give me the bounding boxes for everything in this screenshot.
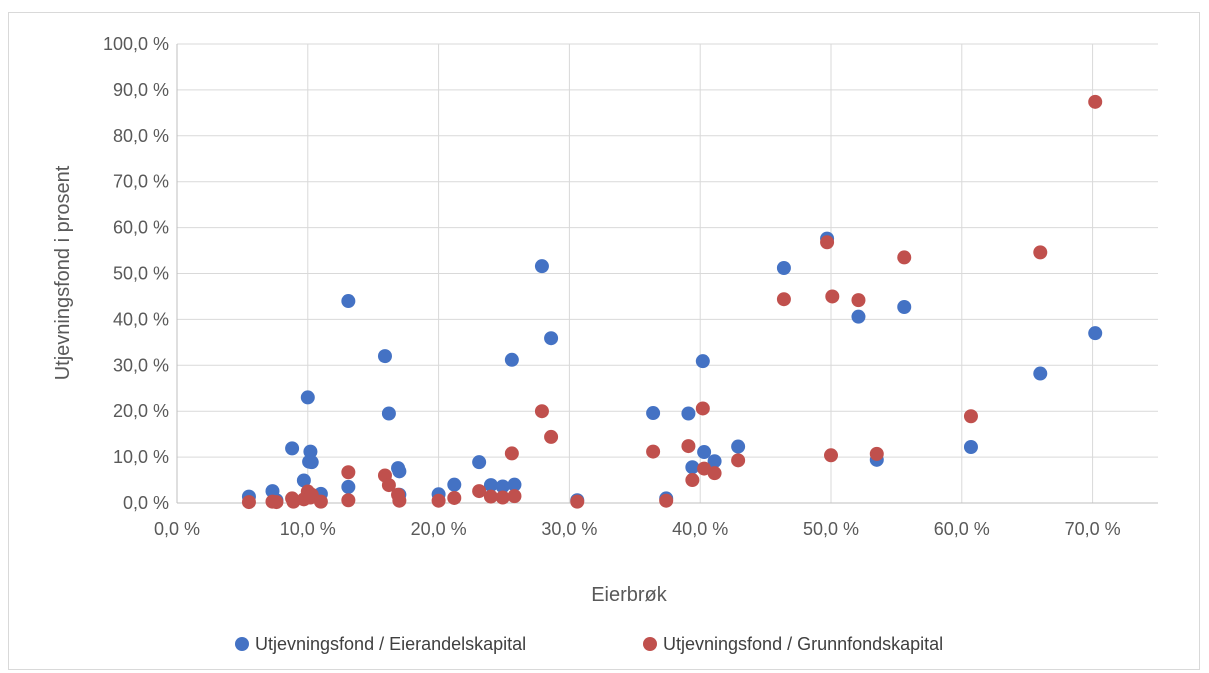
point-grunnfondskapital xyxy=(504,446,519,461)
y-tick-label: 90,0 % xyxy=(113,80,169,100)
point-grunnfondskapital xyxy=(472,484,487,499)
grid-layer xyxy=(177,43,1158,503)
x-tick-label: 20,0 % xyxy=(411,519,467,539)
point-grunnfondskapital xyxy=(534,404,549,419)
point-eierandelskapital xyxy=(377,349,392,364)
point-eierandelskapital xyxy=(731,439,746,454)
point-eierandelskapital xyxy=(851,309,866,324)
point-grunnfondskapital xyxy=(241,495,256,510)
y-tick-label: 10,0 % xyxy=(113,447,169,467)
y-tick-label: 60,0 % xyxy=(113,218,169,238)
point-grunnfondskapital xyxy=(1033,245,1048,260)
point-grunnfondskapital xyxy=(685,473,700,488)
point-grunnfondskapital xyxy=(269,495,284,510)
point-grunnfondskapital xyxy=(381,478,396,493)
point-eierandelskapital xyxy=(341,479,356,494)
point-grunnfondskapital xyxy=(707,466,722,481)
point-eierandelskapital xyxy=(646,406,661,421)
point-grunnfondskapital xyxy=(1088,94,1103,109)
x-tick-label: 30,0 % xyxy=(541,519,597,539)
point-eierandelskapital xyxy=(685,460,700,475)
point-grunnfondskapital xyxy=(392,493,407,508)
point-eierandelskapital xyxy=(1033,366,1048,381)
point-eierandelskapital xyxy=(697,445,712,460)
point-eierandelskapital xyxy=(296,473,311,488)
y-axis-title: Utjevningsfond i prosent xyxy=(52,165,74,380)
point-eierandelskapital xyxy=(963,440,978,455)
point-eierandelskapital xyxy=(1088,326,1103,341)
point-eierandelskapital xyxy=(504,352,519,367)
point-eierandelskapital xyxy=(681,406,696,421)
point-grunnfondskapital xyxy=(341,465,356,480)
point-grunnfondskapital xyxy=(820,235,835,250)
point-eierandelskapital xyxy=(534,259,549,274)
point-eierandelskapital xyxy=(483,478,498,493)
y-tick-label: 30,0 % xyxy=(113,355,169,375)
point-grunnfondskapital xyxy=(447,490,462,505)
scatter-chart: 0,0 % 10,0 % 20,0 % 30,0 % 40,0 % 50,0 % 60,0 … xyxy=(52,34,1158,654)
point-eierandelskapital xyxy=(303,444,318,459)
point-eierandelskapital xyxy=(897,300,912,315)
point-grunnfondskapital xyxy=(963,409,978,424)
legend-label-grunnfondskapital: Utjevningsfond / Grunnfondskapital xyxy=(663,634,943,654)
point-eierandelskapital xyxy=(447,477,462,492)
point-grunnfondskapital xyxy=(570,494,585,509)
point-eierandelskapital xyxy=(776,260,791,275)
point-eierandelskapital xyxy=(341,294,356,309)
point-grunnfondskapital xyxy=(646,444,661,459)
point-grunnfondskapital xyxy=(869,446,884,461)
point-grunnfondskapital xyxy=(495,490,510,505)
y-tick-label: 70,0 % xyxy=(113,172,169,192)
y-tick-label: 50,0 % xyxy=(113,264,169,284)
point-grunnfondskapital xyxy=(695,401,710,416)
point-eierandelskapital xyxy=(285,441,300,456)
point-eierandelskapital xyxy=(707,454,722,469)
point-grunnfondskapital xyxy=(851,293,866,308)
point-grunnfondskapital xyxy=(824,448,838,463)
point-grunnfondskapital xyxy=(507,489,522,504)
point-grunnfondskapital xyxy=(731,453,746,468)
point-grunnfondskapital xyxy=(483,489,498,504)
point-grunnfondskapital xyxy=(897,250,912,265)
point-eierandelskapital xyxy=(300,390,315,405)
point-grunnfondskapital xyxy=(431,493,446,508)
point-grunnfondskapital xyxy=(776,292,791,307)
x-tick-label: 40,0 % xyxy=(672,519,728,539)
point-grunnfondskapital xyxy=(341,493,356,508)
point-eierandelskapital xyxy=(544,331,559,346)
tick-labels: 0,0 % 10,0 % 20,0 % 30,0 % 40,0 % 50,0 % 60,0 … xyxy=(103,34,1121,539)
point-grunnfondskapital xyxy=(544,429,559,444)
point-eierandelskapital xyxy=(695,354,710,369)
x-tick-label: 0,0 % xyxy=(154,519,200,539)
point-grunnfondskapital xyxy=(659,493,674,508)
point-eierandelskapital xyxy=(495,479,510,494)
legend: Utjevningsfond / Eierandelskapital Utjev… xyxy=(235,634,943,654)
y-tick-label: 40,0 % xyxy=(113,309,169,329)
point-grunnfondskapital xyxy=(825,289,840,304)
legend-marker-eierandelskapital xyxy=(235,637,249,651)
y-tick-label: 100,0 % xyxy=(103,34,169,54)
point-eierandelskapital xyxy=(381,406,396,421)
x-tick-label: 70,0 % xyxy=(1065,519,1121,539)
y-tick-label: 80,0 % xyxy=(113,126,169,146)
y-tick-label: 20,0 % xyxy=(113,401,169,421)
y-tick-label: 0,0 % xyxy=(123,493,169,513)
point-eierandelskapital xyxy=(304,455,319,470)
point-eierandelskapital xyxy=(392,464,407,479)
x-tick-label: 60,0 % xyxy=(934,519,990,539)
x-tick-label: 50,0 % xyxy=(803,519,859,539)
data-points xyxy=(241,94,1103,510)
point-grunnfondskapital xyxy=(697,461,712,476)
point-grunnfondskapital xyxy=(313,494,328,509)
point-eierandelskapital xyxy=(507,477,522,492)
point-grunnfondskapital xyxy=(681,439,696,454)
point-grunnfondskapital xyxy=(286,494,301,509)
chart-frame: 0,0 % 10,0 % 20,0 % 30,0 % 40,0 % 50,0 % 60,0 … xyxy=(8,12,1200,670)
x-tick-label: 10,0 % xyxy=(280,519,336,539)
point-eierandelskapital xyxy=(472,455,487,470)
legend-label-eierandelskapital: Utjevningsfond / Eierandelskapital xyxy=(255,634,526,654)
legend-marker-grunnfondskapital xyxy=(643,637,657,651)
x-axis-title: Eierbrøk xyxy=(591,584,668,606)
